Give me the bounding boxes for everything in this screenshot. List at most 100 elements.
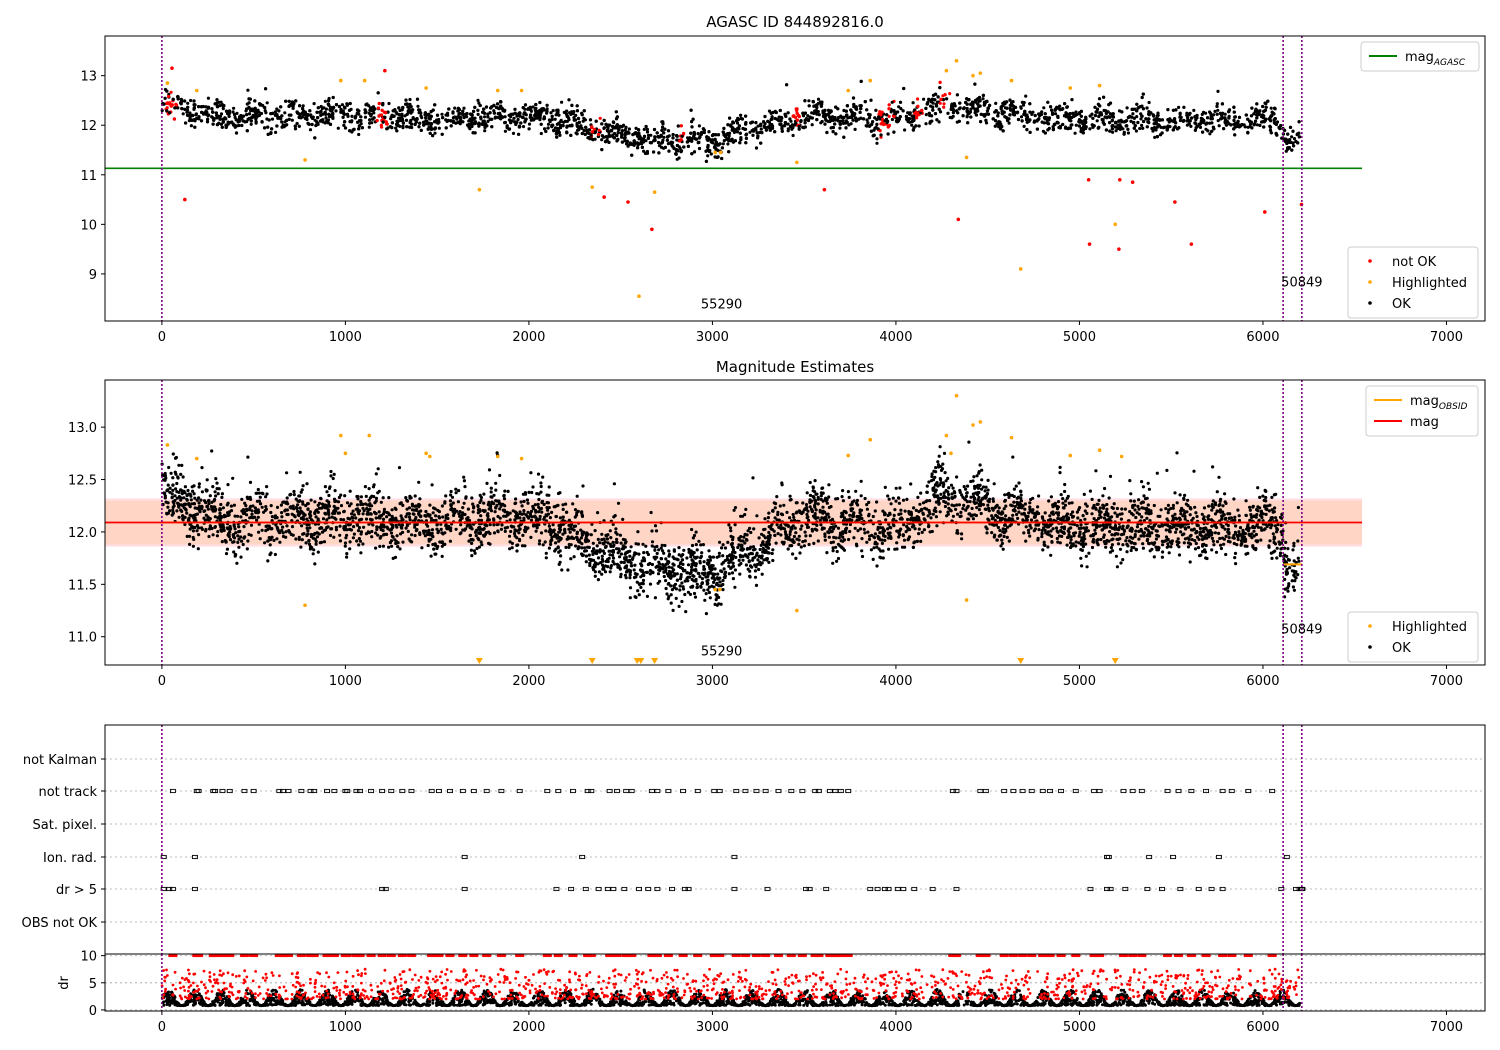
ok-point	[984, 118, 988, 122]
ok-point	[953, 104, 957, 108]
ok-point	[591, 138, 595, 142]
ok-point	[221, 120, 225, 124]
ok-point	[1290, 135, 1294, 139]
ok-point	[931, 105, 935, 109]
ok-point	[1104, 115, 1108, 119]
ok-point	[979, 120, 983, 124]
ok-point	[642, 149, 646, 153]
ok-point	[218, 114, 223, 118]
ok-point	[600, 134, 605, 138]
ok-point	[981, 113, 985, 117]
ok-point	[292, 489, 296, 494]
panel1-bottom-legend-swatch	[1368, 301, 1372, 305]
ok-point	[737, 558, 741, 563]
ok-point	[1167, 120, 1171, 124]
ok-point	[1049, 105, 1053, 109]
ok-point	[551, 123, 555, 127]
ok-point	[444, 118, 448, 122]
not-ok-point	[592, 127, 596, 131]
ok-point	[819, 100, 823, 104]
ok-point	[941, 462, 945, 466]
panel1-bottom-legend-label: not OK	[1392, 255, 1437, 270]
ok-point	[726, 142, 730, 146]
ok-point	[176, 95, 180, 99]
ok-point	[934, 102, 938, 107]
ok-point	[721, 588, 725, 592]
ok-point	[278, 540, 282, 544]
ok-point	[780, 129, 784, 133]
not-ok-point	[882, 122, 886, 127]
ok-point	[606, 129, 610, 133]
ok-point	[754, 121, 758, 125]
ok-point	[993, 124, 997, 128]
ok-point	[924, 113, 928, 117]
ok-point	[186, 101, 190, 105]
highlighted-point	[964, 155, 969, 160]
ok-point	[823, 108, 827, 112]
ok-point	[453, 106, 457, 110]
ok-point	[185, 511, 189, 515]
ok-point	[1209, 117, 1213, 121]
highlighted-point	[944, 68, 949, 73]
ok-point	[788, 532, 792, 537]
ok-point	[390, 126, 394, 130]
ok-point	[844, 114, 849, 118]
ok-point	[627, 131, 631, 135]
ok-point	[876, 127, 880, 131]
ok-point	[249, 119, 253, 123]
highlighted-point	[424, 86, 428, 90]
ok-point	[642, 127, 646, 131]
ok-point	[896, 110, 900, 114]
ok-point	[1096, 126, 1100, 130]
ok-point	[618, 533, 623, 537]
ok-point	[690, 120, 694, 124]
ok-point	[263, 106, 267, 110]
ok-point	[728, 116, 732, 120]
ok-point	[1055, 105, 1059, 109]
ok-point	[778, 108, 782, 113]
ok-point	[1144, 117, 1148, 121]
ok-point	[171, 488, 175, 492]
ok-point	[193, 103, 197, 107]
ok-point	[539, 122, 543, 126]
ok-point	[801, 111, 805, 115]
ok-point	[280, 120, 284, 124]
not-ok-point	[886, 125, 890, 129]
ok-point	[545, 103, 549, 107]
ok-point	[652, 150, 656, 154]
ok-point	[179, 97, 183, 102]
ok-point	[833, 122, 837, 126]
ok-point	[1292, 588, 1296, 592]
ok-point	[689, 131, 693, 135]
ok-point	[234, 131, 239, 135]
ok-point	[580, 131, 584, 136]
ok-point	[726, 123, 730, 127]
ok-point	[627, 127, 632, 131]
ok-point	[232, 550, 236, 554]
ok-point	[1051, 127, 1055, 131]
ok-point	[489, 486, 493, 490]
ok-point	[234, 118, 238, 122]
ok-point	[675, 134, 679, 138]
not-ok-point	[380, 108, 384, 112]
ok-point	[465, 112, 469, 116]
highlighted-point	[1097, 83, 1102, 88]
ok-point	[863, 100, 867, 104]
ok-point	[457, 120, 461, 124]
ok-point	[988, 103, 992, 107]
ok-point	[679, 149, 684, 153]
panel1-bottom-legend-swatch	[1368, 280, 1372, 284]
ok-point	[682, 145, 686, 149]
ok-point	[623, 128, 627, 132]
ok-point	[1157, 124, 1161, 128]
ok-point	[263, 126, 267, 130]
ok-point	[179, 102, 183, 106]
ok-point	[364, 103, 368, 107]
ok-point	[357, 127, 361, 131]
ok-point	[1290, 148, 1294, 152]
ok-point	[1152, 114, 1156, 118]
ok-point	[1233, 133, 1237, 137]
ok-point	[771, 558, 775, 563]
ok-point	[1232, 105, 1236, 109]
ok-point	[1135, 109, 1139, 113]
